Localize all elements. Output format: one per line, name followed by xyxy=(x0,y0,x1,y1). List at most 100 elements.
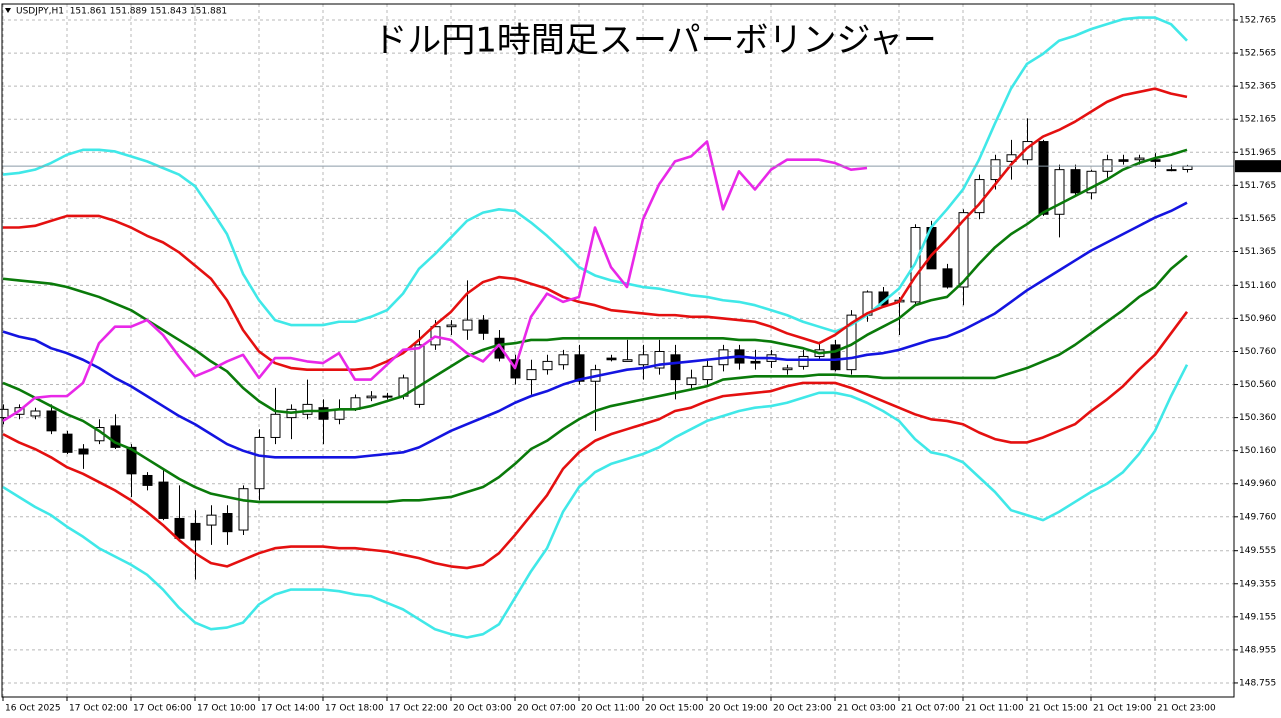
candle-body xyxy=(414,344,425,405)
y-tick-label: 148.955 xyxy=(1239,645,1276,655)
band-line xyxy=(2,16,1188,333)
candle-body xyxy=(990,159,1001,181)
y-tick-label: 149.555 xyxy=(1239,546,1276,556)
y-tick-label: 149.355 xyxy=(1239,579,1276,589)
band-line xyxy=(2,148,1188,414)
candle-body xyxy=(270,413,281,438)
candle-body xyxy=(238,488,249,531)
last-price-label: 151.881 xyxy=(1239,162,1276,172)
candle-body xyxy=(366,395,377,399)
y-tick-label: 152.165 xyxy=(1239,115,1276,125)
candle-body xyxy=(110,425,121,448)
candle-body xyxy=(190,522,201,541)
x-tick-label: 17 Oct 22:00 xyxy=(389,704,448,714)
y-tick-label: 150.760 xyxy=(1239,347,1276,357)
x-tick-label: 21 Oct 19:00 xyxy=(1093,704,1152,714)
candle-body xyxy=(126,446,137,475)
candle-body xyxy=(462,319,473,331)
candle-body xyxy=(574,354,585,382)
plot xyxy=(0,16,1234,639)
candle-body xyxy=(78,448,89,455)
last-price-tag xyxy=(1235,160,1281,173)
y-tick-label: 149.760 xyxy=(1239,512,1276,522)
candle-body xyxy=(222,513,233,533)
candle-body xyxy=(830,344,841,371)
y-tick-label: 151.565 xyxy=(1239,214,1276,224)
candle-body xyxy=(0,408,9,419)
y-tick-label: 152.765 xyxy=(1239,16,1276,26)
candle-body xyxy=(542,360,553,371)
candle-body xyxy=(254,436,265,490)
y-tick-label: 148.755 xyxy=(1239,678,1276,688)
x-tick-label: 17 Oct 06:00 xyxy=(133,704,192,714)
candle-body xyxy=(782,367,793,371)
candle-body xyxy=(638,354,649,366)
x-tick-label: 16 Oct 2025 xyxy=(5,704,61,714)
y-tick-label: 151.160 xyxy=(1239,281,1276,291)
candle-body xyxy=(1102,159,1113,172)
candle-body xyxy=(1038,141,1049,215)
y-tick-label: 149.960 xyxy=(1239,479,1276,489)
candle-body xyxy=(1054,169,1065,215)
candle-body xyxy=(30,410,41,417)
candle-body xyxy=(702,365,713,381)
band-line xyxy=(2,140,868,423)
candle-body xyxy=(46,410,57,432)
x-tick-label: 21 Oct 03:00 xyxy=(837,704,896,714)
symbol-info: USDJPY,H1 151.861 151.889 151.843 151.88… xyxy=(16,7,227,17)
candle-body xyxy=(798,355,809,367)
y-tick-label: 151.365 xyxy=(1239,247,1276,257)
band-line xyxy=(3,87,1188,371)
candle-body xyxy=(318,407,329,420)
chart-title: ドル円1時間足スーパーボリンジャー xyxy=(373,21,937,61)
x-tick-label: 21 Oct 07:00 xyxy=(901,704,960,714)
candle-body xyxy=(558,354,569,366)
candle-body xyxy=(942,268,953,288)
y-tick-label: 150.560 xyxy=(1239,380,1276,390)
candle-body xyxy=(142,474,153,486)
candle-body xyxy=(750,360,761,364)
band-line xyxy=(2,254,1188,504)
x-tick-label: 21 Oct 11:00 xyxy=(965,704,1024,714)
y-tick-label: 150.360 xyxy=(1239,413,1276,423)
candle-body xyxy=(1166,169,1177,172)
x-tick-label: 20 Oct 23:00 xyxy=(773,704,832,714)
x-tick-label: 20 Oct 15:00 xyxy=(645,704,704,714)
x-tick-label: 21 Oct 15:00 xyxy=(1029,704,1088,714)
candle-body xyxy=(526,369,537,381)
candle-body xyxy=(622,359,633,362)
y-tick-label: 151.965 xyxy=(1239,148,1276,158)
candle-body xyxy=(446,324,457,328)
candle-body xyxy=(606,357,617,361)
x-tick-label: 17 Oct 02:00 xyxy=(69,704,128,714)
symbol-icon xyxy=(5,8,11,13)
x-tick-label: 17 Oct 10:00 xyxy=(197,704,256,714)
candle-body xyxy=(670,354,681,381)
candle-body xyxy=(686,377,697,386)
candle-body xyxy=(302,403,313,415)
plot-frame xyxy=(1,3,1235,698)
candle-body xyxy=(654,350,665,369)
y-tick-label: 151.765 xyxy=(1239,181,1276,191)
candle-body xyxy=(158,481,169,519)
band-line xyxy=(2,311,1189,570)
x-tick-label: 17 Oct 14:00 xyxy=(261,704,320,714)
axes: 152.765 152.565 152.365 152.165 151.965 151.7… xyxy=(2,16,1281,714)
x-tick-label: 20 Oct 19:00 xyxy=(709,704,768,714)
candle-body xyxy=(1070,169,1081,194)
candle-body xyxy=(382,395,393,398)
candle-body xyxy=(174,517,185,539)
candle-body xyxy=(206,514,217,526)
candle-body xyxy=(1134,157,1145,161)
candle-body xyxy=(1118,159,1129,162)
y-tick-label: 152.365 xyxy=(1239,82,1276,92)
band-line xyxy=(2,201,1188,459)
x-tick-label: 20 Oct 07:00 xyxy=(517,704,576,714)
x-tick-label: 21 Oct 23:00 xyxy=(1157,704,1216,714)
x-tick-label: 20 Oct 03:00 xyxy=(453,704,512,714)
band-line xyxy=(2,364,1189,639)
y-tick-label: 152.565 xyxy=(1239,49,1276,59)
y-tick-label: 150.960 xyxy=(1239,314,1276,324)
candle-body xyxy=(958,212,969,288)
